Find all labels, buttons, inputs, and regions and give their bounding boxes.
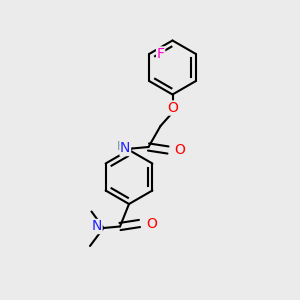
Text: F: F <box>157 47 165 61</box>
Text: O: O <box>146 217 157 230</box>
Text: N: N <box>120 142 130 155</box>
Text: O: O <box>175 143 185 157</box>
Text: H: H <box>117 140 127 154</box>
Text: O: O <box>167 101 178 115</box>
Text: N: N <box>92 220 102 233</box>
